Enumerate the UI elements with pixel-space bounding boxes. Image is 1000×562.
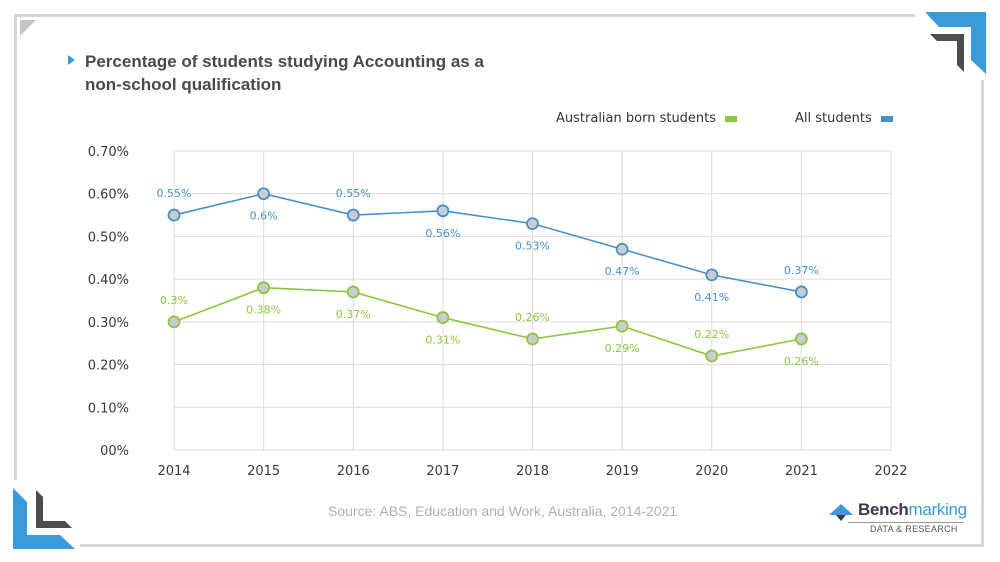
benchmarking-logo-icon — [829, 504, 853, 521]
y-tick-label: 0.50% — [88, 230, 129, 245]
legend-swatch — [880, 115, 893, 122]
series-australian-born-students: 0.3% 0.38% 0.37% 0.31% 0.26% 0.29% 0.22% 0.26% — [160, 281, 819, 368]
x-axis-ticks: 2014 2015 2016 2017 2018 2019 2020 2021 2022 — [157, 464, 907, 479]
data-point — [346, 285, 360, 299]
series-all-students: 0.55% 0.6% 0.55% 0.56% 0.53% 0.47% 0.41% 0.37% — [157, 187, 819, 304]
x-tick-label: 2018 — [516, 464, 549, 479]
data-label: 0.3% — [160, 294, 188, 307]
data-label: 0.47% — [605, 265, 640, 278]
brand-subtitle: DATA & RESEARCH — [870, 524, 958, 534]
data-label: 0.55% — [336, 187, 371, 200]
y-tick-label: 0.30% — [88, 316, 129, 331]
y-tick-label: 0.20% — [88, 359, 129, 374]
data-label: 0.41% — [694, 291, 729, 304]
data-point — [346, 208, 360, 222]
data-point — [705, 349, 719, 363]
x-tick-label: 2019 — [606, 464, 639, 479]
x-tick-label: 2015 — [247, 464, 280, 479]
data-point — [526, 332, 539, 346]
legend-swatch — [725, 115, 738, 122]
y-tick-label: 00% — [100, 444, 129, 459]
brand-logo: Benchmarking DATA & RESEARCH — [828, 500, 968, 540]
legend-label: All students — [795, 111, 872, 126]
data-label: 0.6% — [250, 210, 278, 223]
x-tick-label: 2022 — [874, 464, 907, 479]
corner-triangle-icon — [20, 20, 36, 36]
legend-item-australian-born: Australian born students — [556, 111, 738, 126]
data-point — [257, 187, 271, 201]
legend-item-all-students: All students — [795, 111, 893, 126]
y-axis-ticks: 00% 0.10% 0.20% 0.30% 0.40% 0.50% 0.60% 0.70% — [88, 145, 129, 459]
x-tick-label: 2021 — [785, 464, 818, 479]
brand-name: Benchmarking — [858, 500, 967, 519]
data-label: 0.56% — [425, 227, 460, 240]
y-tick-label: 0.70% — [88, 145, 129, 160]
data-label: 0.31% — [425, 334, 460, 347]
data-point — [615, 319, 629, 333]
data-label: 0.37% — [336, 308, 371, 321]
chart-frame — [14, 14, 984, 547]
x-tick-label: 2020 — [695, 464, 728, 479]
data-label: 0.22% — [694, 328, 729, 341]
chart-title: Percentage of students studying Accounti… — [85, 52, 484, 94]
corner-bracket-top-right-icon — [925, 12, 986, 74]
brand-divider — [848, 522, 964, 523]
data-point — [615, 242, 629, 256]
data-point — [436, 204, 450, 218]
data-point — [526, 217, 539, 231]
data-label: 0.26% — [784, 355, 819, 368]
series-line — [173, 192, 802, 293]
title-bullet-icon — [68, 55, 75, 65]
data-label: 0.38% — [246, 304, 281, 317]
y-tick-label: 0.40% — [88, 273, 129, 288]
corner-bracket-bottom-left-icon — [13, 488, 75, 549]
data-point — [436, 311, 450, 324]
grid — [173, 150, 892, 451]
series-line — [173, 286, 802, 357]
data-point — [705, 268, 719, 282]
data-label: 0.37% — [784, 264, 819, 277]
source-note: Source: ABS, Education and Work, Austral… — [328, 503, 678, 519]
y-tick-label: 0.10% — [88, 401, 129, 416]
data-label: 0.55% — [157, 187, 192, 200]
data-point — [794, 285, 808, 299]
legend-label: Australian born students — [556, 111, 717, 126]
data-label: 0.53% — [515, 240, 550, 253]
y-tick-label: 0.60% — [88, 188, 129, 203]
data-label: 0.26% — [515, 311, 550, 324]
data-point — [167, 208, 181, 222]
data-point — [257, 281, 271, 295]
x-tick-label: 2017 — [426, 464, 459, 479]
data-point — [794, 332, 808, 346]
x-tick-label: 2014 — [157, 464, 190, 479]
data-point — [167, 315, 181, 329]
data-label: 0.29% — [605, 342, 640, 355]
series-layer: 0.3%0.38% 0.37%0.31%0.26%0.29%0.22%0.26%0… — [157, 187, 819, 368]
x-tick-label: 2016 — [337, 464, 370, 479]
